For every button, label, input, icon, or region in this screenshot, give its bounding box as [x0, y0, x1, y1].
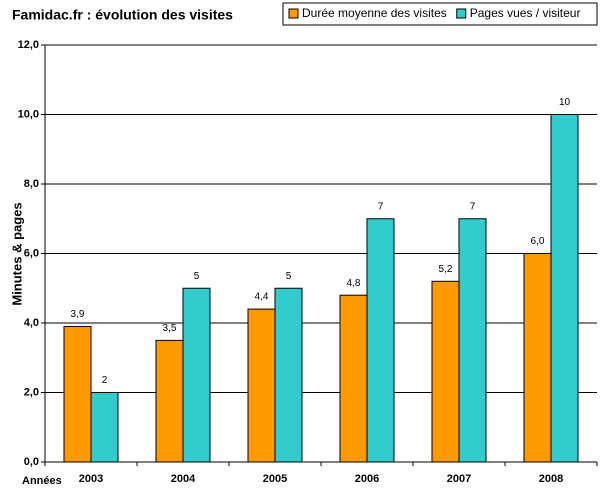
- bar: [431, 280, 460, 463]
- bar: [339, 294, 368, 463]
- legend-label: Durée moyenne des visites: [302, 6, 447, 20]
- data-label: 5,2: [439, 264, 453, 275]
- data-label: 4,8: [347, 278, 361, 289]
- y-tick-label: 6,0: [24, 247, 39, 259]
- x-tick-label: 2004: [171, 473, 196, 485]
- x-tick-label: 2006: [355, 473, 379, 485]
- y-axis-label: Minutes & pages: [9, 202, 24, 305]
- y-tick-label: 0,0: [24, 456, 39, 468]
- legend-box: [282, 2, 598, 26]
- x-tick-label: 2008: [539, 473, 563, 485]
- y-tick-label: 2,0: [24, 386, 39, 398]
- data-label: 5: [194, 271, 200, 282]
- data-label: 6,0: [531, 236, 545, 247]
- bar: [366, 218, 395, 463]
- bar: [274, 287, 303, 463]
- legend-swatch: [288, 8, 299, 19]
- bar: [458, 218, 487, 463]
- bar: [182, 287, 211, 463]
- y-tick-label: 12,0: [18, 39, 39, 51]
- data-label: 7: [470, 201, 476, 212]
- bar: [155, 339, 184, 463]
- data-label: 3,5: [163, 323, 177, 334]
- x-tick-label: 2007: [447, 473, 471, 485]
- x-tick-label: 2005: [263, 473, 287, 485]
- legend-label: Pages vues / visiteur: [470, 6, 581, 20]
- data-label: 7: [378, 201, 384, 212]
- x-tick-label: 2003: [79, 473, 103, 485]
- bar: [550, 114, 579, 463]
- data-label: 5: [286, 271, 292, 282]
- chart-title: Famidac.fr : évolution des visites: [12, 7, 233, 23]
- legend-swatch: [456, 8, 467, 19]
- data-label: 2: [102, 375, 108, 386]
- y-tick-label: 10,0: [18, 108, 39, 120]
- y-tick-label: 8,0: [24, 178, 39, 190]
- data-label: 10: [559, 97, 571, 108]
- x-axis-label: Années: [22, 475, 62, 487]
- bar: [63, 325, 92, 463]
- data-label: 4,4: [255, 292, 269, 303]
- data-label: 3,9: [71, 309, 85, 320]
- bar: [247, 308, 276, 463]
- bar: [523, 253, 552, 463]
- y-tick-label: 4,0: [24, 317, 39, 329]
- bar: [90, 392, 119, 463]
